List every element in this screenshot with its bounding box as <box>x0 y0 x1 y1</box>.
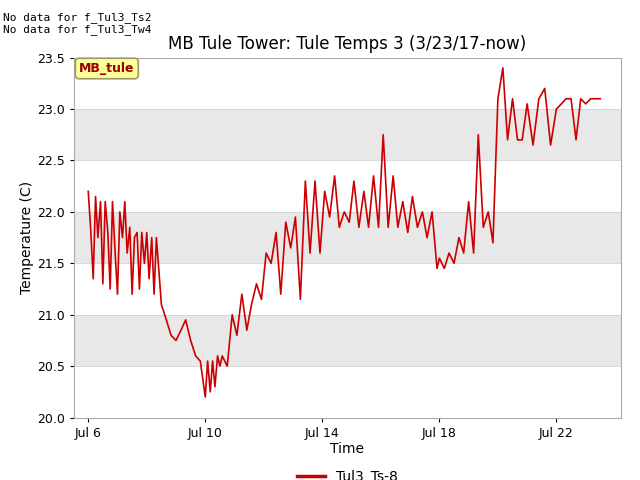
Text: MB_tule: MB_tule <box>79 62 134 75</box>
X-axis label: Time: Time <box>330 443 364 456</box>
Title: MB Tule Tower: Tule Temps 3 (3/23/17-now): MB Tule Tower: Tule Temps 3 (3/23/17-now… <box>168 35 526 53</box>
Text: No data for f_Tul3_Tw4: No data for f_Tul3_Tw4 <box>3 24 152 35</box>
Bar <box>74 366 621 418</box>
Y-axis label: Temperature (C): Temperature (C) <box>20 181 34 294</box>
Legend: Tul3_Ts-8: Tul3_Ts-8 <box>291 465 403 480</box>
Bar <box>74 160 621 212</box>
Bar <box>74 264 621 315</box>
Text: No data for f_Tul3_Ts2: No data for f_Tul3_Ts2 <box>3 12 152 23</box>
Bar <box>74 58 621 109</box>
